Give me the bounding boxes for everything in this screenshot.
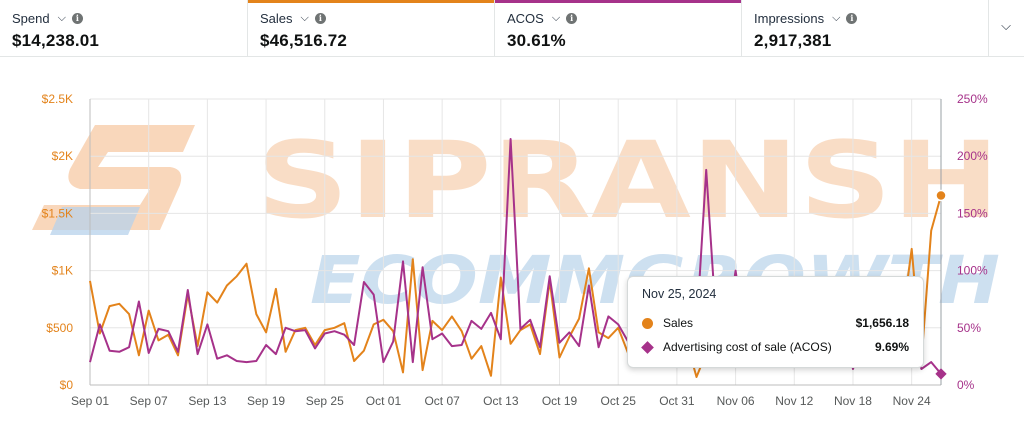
- info-icon[interactable]: i: [846, 12, 858, 24]
- y-left-tick-label: $0: [60, 378, 74, 392]
- info-icon[interactable]: i: [314, 12, 326, 24]
- y-right-tick-label: 100%: [957, 264, 988, 278]
- y-left-tick-label: $1K: [52, 264, 73, 278]
- chart-tooltip: Nov 25, 2024 Sales $1,656.18 Advertising…: [627, 276, 924, 368]
- x-tick-label: Oct 31: [659, 394, 695, 408]
- y-left-tick-label: $500: [46, 321, 73, 335]
- y-left-tick-label: $2K: [52, 149, 73, 163]
- metric-accent-bar: [248, 0, 494, 3]
- y-left-tick-label: $1.5K: [42, 206, 73, 220]
- y-axis-left: $0 $500 $1K $1.5K $2K $2.5K: [42, 92, 74, 392]
- x-axis: Sep 01 Sep 07 Sep 13 Sep 19 Sep 25 Oct 01 Oct …: [71, 394, 931, 408]
- x-tick-label: Oct 19: [542, 394, 578, 408]
- metric-card-acos[interactable]: ACOS ⌵ i 30.61%: [495, 0, 742, 57]
- metric-value: 2,917,381: [754, 31, 832, 50]
- metric-value: $14,238.01: [12, 31, 100, 50]
- info-icon[interactable]: i: [566, 12, 578, 24]
- metric-value: $46,516.72: [260, 31, 348, 50]
- tooltip-row-value: $1,656.18: [855, 316, 909, 330]
- watermark-line-1: SIPRANSH: [256, 119, 1000, 242]
- acos-diamond-icon: [641, 340, 654, 354]
- tooltip-date: Nov 25, 2024: [642, 287, 717, 301]
- watermark-logo-icon: [32, 125, 195, 235]
- y-right-tick-label: 50%: [957, 321, 981, 335]
- chart-markers: [935, 99, 947, 385]
- x-tick-label: Sep 25: [306, 394, 344, 408]
- sales-circle-icon: [642, 317, 653, 329]
- x-tick-label: Nov 18: [834, 394, 872, 408]
- x-tick-label: Sep 01: [71, 394, 109, 408]
- metric-card-sales[interactable]: Sales ⌵ i $46,516.72: [248, 0, 495, 57]
- x-tick-label: Oct 01: [366, 394, 402, 408]
- metric-accent-bar: [742, 0, 988, 3]
- metric-card-spend[interactable]: Spend ⌵ i $14,238.01: [0, 0, 248, 57]
- metric-cards: Spend ⌵ i $14,238.01 Sales ⌵ i $46,516.7…: [0, 0, 1024, 57]
- x-tick-label: Oct 25: [601, 394, 637, 408]
- y-right-tick-label: 200%: [957, 149, 988, 163]
- x-tick-label: Sep 19: [247, 394, 285, 408]
- tooltip-row-label: Sales: [663, 316, 694, 330]
- x-tick-label: Nov 12: [775, 394, 813, 408]
- y-right-tick-label: 150%: [957, 206, 988, 220]
- y-right-tick-label: 0%: [957, 378, 975, 392]
- chevron-down-icon[interactable]: ⌵: [300, 11, 309, 24]
- y-axis-right: 0% 50% 100% 150% 200% 250%: [957, 92, 988, 392]
- sales-point-marker: [935, 189, 947, 202]
- metric-label: ACOS: [507, 10, 544, 26]
- metric-label: Sales: [260, 10, 293, 26]
- x-tick-label: Sep 13: [188, 394, 226, 408]
- y-right-tick-label: 250%: [957, 92, 988, 106]
- metric-card-impressions[interactable]: Impressions ⌵ i 2,917,381: [742, 0, 989, 57]
- y-left-tick-label: $2.5K: [42, 92, 73, 106]
- tooltip-row-acos: Advertising cost of sale (ACOS) 9.69%: [641, 337, 909, 357]
- x-tick-label: Nov 06: [717, 394, 755, 408]
- x-tick-label: Oct 13: [483, 394, 519, 408]
- tooltip-row-label: Advertising cost of sale (ACOS): [663, 340, 832, 354]
- info-icon[interactable]: i: [71, 12, 83, 24]
- metric-accent-bar: [495, 0, 741, 3]
- metric-label: Spend: [12, 10, 50, 26]
- acos-point-marker: [935, 368, 947, 380]
- x-tick-label: Nov 24: [893, 394, 931, 408]
- metric-label: Impressions: [754, 10, 825, 26]
- chevron-down-icon[interactable]: ⌵: [551, 11, 561, 24]
- x-tick-label: Sep 07: [130, 394, 168, 408]
- x-tick-label: Oct 07: [424, 394, 460, 408]
- chevron-down-icon[interactable]: ⌵: [832, 11, 841, 24]
- chevron-down-icon[interactable]: ⌵: [57, 11, 66, 24]
- tooltip-row-sales: Sales $1,656.18: [642, 313, 909, 333]
- expand-metrics-chevron-icon[interactable]: ⌵: [1001, 18, 1011, 33]
- tooltip-row-value: 9.69%: [874, 340, 909, 354]
- metric-accent-bar: [0, 0, 247, 3]
- metric-value: 30.61%: [507, 31, 566, 50]
- performance-chart: SIPRANSH ECOMMGROWTH $0$500$1K$1.5K$2K$2…: [32, 92, 1000, 408]
